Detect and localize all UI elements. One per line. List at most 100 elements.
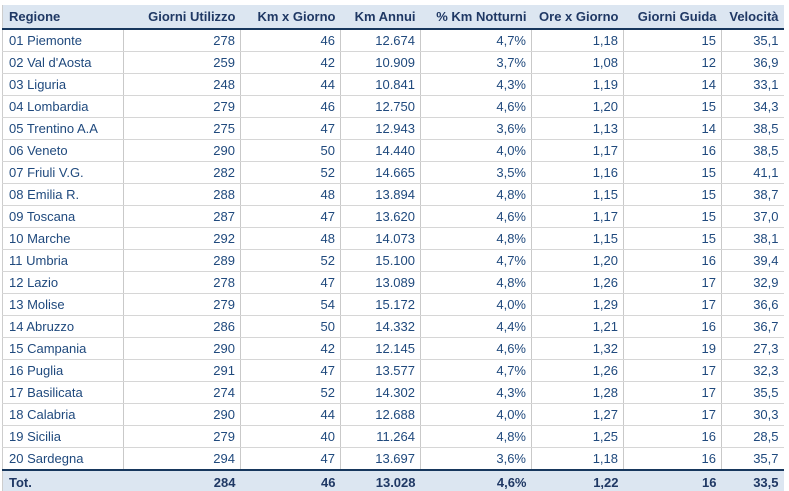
cell-velocita: 36,6: [721, 293, 784, 316]
cell-ore-x-giorno: 1,20: [531, 249, 624, 272]
cell-velocita: 35,7: [721, 447, 784, 471]
cell-regione: 04 Lombardia: [2, 95, 124, 118]
cell-regione: 11 Umbria: [2, 249, 124, 272]
cell-km-annui: 12.688: [340, 403, 421, 426]
cell-km-annui: 13.894: [340, 183, 421, 206]
cell-pct-km-notturni: 4,6%: [420, 205, 532, 228]
cell-ore-x-giorno: 1,15: [531, 227, 624, 250]
table-row: 06 Veneto 290 50 14.440 4,0% 1,17 16 38,5: [2, 139, 784, 162]
cell-velocita: 35,5: [721, 381, 784, 404]
cell-giorni-utilizzo: 259: [123, 51, 241, 74]
cell-km-annui: 14.073: [340, 227, 421, 250]
cell-regione: 17 Basilicata: [2, 381, 124, 404]
cell-giorni-guida: 15: [623, 183, 722, 206]
table-row: 13 Molise 279 54 15.172 4,0% 1,29 17 36,6: [2, 293, 784, 316]
table-row: 01 Piemonte 278 46 12.674 4,7% 1,18 15 35,1: [2, 29, 784, 52]
cell-pct-km-notturni: 3,6%: [420, 117, 532, 140]
cell-pct-km-notturni: 4,4%: [420, 315, 532, 338]
cell-ore-x-giorno: 1,19: [531, 73, 624, 96]
cell-giorni-utilizzo: 287: [123, 205, 241, 228]
cell-km-x-giorno: 47: [240, 117, 341, 140]
cell-giorni-utilizzo: 274: [123, 381, 241, 404]
cell-giorni-guida: 16: [623, 447, 722, 471]
cell-velocita: 34,3: [721, 95, 784, 118]
cell-pct-km-notturni: 4,3%: [420, 73, 532, 96]
cell-pct-km-notturni: 3,7%: [420, 51, 532, 74]
total-ore-x-giorno: 1,22: [531, 469, 624, 491]
cell-velocita: 38,5: [721, 117, 784, 140]
cell-pct-km-notturni: 3,5%: [420, 161, 532, 184]
cell-km-annui: 14.665: [340, 161, 421, 184]
cell-giorni-utilizzo: 291: [123, 359, 241, 382]
cell-ore-x-giorno: 1,20: [531, 95, 624, 118]
col-header-giorni-guida: Giorni Guida: [623, 5, 722, 30]
cell-giorni-utilizzo: 290: [123, 139, 241, 162]
cell-km-x-giorno: 47: [240, 447, 341, 471]
cell-ore-x-giorno: 1,21: [531, 315, 624, 338]
cell-pct-km-notturni: 4,8%: [420, 425, 532, 448]
cell-giorni-guida: 17: [623, 381, 722, 404]
cell-giorni-utilizzo: 290: [123, 403, 241, 426]
cell-km-annui: 14.440: [340, 139, 421, 162]
cell-giorni-utilizzo: 286: [123, 315, 241, 338]
table-row: 18 Calabria 290 44 12.688 4,0% 1,27 17 30,3: [2, 403, 784, 426]
table-row: 11 Umbria 289 52 15.100 4,7% 1,20 16 39,4: [2, 249, 784, 272]
cell-km-x-giorno: 50: [240, 315, 341, 338]
col-header-ore-x-giorno: Ore x Giorno: [531, 5, 624, 30]
cell-giorni-utilizzo: 275: [123, 117, 241, 140]
total-giorni-utilizzo: 284: [123, 469, 241, 491]
total-row: Tot. 284 46 13.028 4,6% 1,22 16 33,5: [2, 469, 784, 491]
cell-km-x-giorno: 47: [240, 205, 341, 228]
cell-giorni-guida: 16: [623, 249, 722, 272]
cell-km-annui: 10.909: [340, 51, 421, 74]
cell-regione: 05 Trentino A.A: [2, 117, 124, 140]
cell-giorni-utilizzo: 279: [123, 293, 241, 316]
cell-pct-km-notturni: 4,8%: [420, 183, 532, 206]
cell-regione: 18 Calabria: [2, 403, 124, 426]
cell-velocita: 38,5: [721, 139, 784, 162]
cell-ore-x-giorno: 1,18: [531, 447, 624, 471]
table-row: 05 Trentino A.A 275 47 12.943 3,6% 1,13 14 38,5: [2, 117, 784, 140]
cell-velocita: 41,1: [721, 161, 784, 184]
cell-pct-km-notturni: 4,0%: [420, 403, 532, 426]
cell-giorni-guida: 17: [623, 359, 722, 382]
total-pct-km-notturni: 4,6%: [420, 469, 532, 491]
cell-regione: 20 Sardegna: [2, 447, 124, 471]
cell-km-x-giorno: 48: [240, 227, 341, 250]
cell-ore-x-giorno: 1,28: [531, 381, 624, 404]
cell-pct-km-notturni: 4,3%: [420, 381, 532, 404]
cell-regione: 15 Campania: [2, 337, 124, 360]
table-row: 04 Lombardia 279 46 12.750 4,6% 1,20 15 34,3: [2, 95, 784, 118]
cell-giorni-guida: 16: [623, 315, 722, 338]
cell-km-x-giorno: 40: [240, 425, 341, 448]
col-header-km-annui: Km Annui: [340, 5, 421, 30]
table-row: 14 Abruzzo 286 50 14.332 4,4% 1,21 16 36,7: [2, 315, 784, 338]
cell-giorni-utilizzo: 278: [123, 271, 241, 294]
cell-velocita: 32,9: [721, 271, 784, 294]
cell-giorni-utilizzo: 279: [123, 95, 241, 118]
cell-ore-x-giorno: 1,18: [531, 29, 624, 52]
regional-stats-table-container: Regione Giorni Utilizzo Km x Giorno Km A…: [2, 5, 784, 491]
cell-ore-x-giorno: 1,17: [531, 139, 624, 162]
cell-regione: 08 Emilia R.: [2, 183, 124, 206]
cell-ore-x-giorno: 1,17: [531, 205, 624, 228]
cell-regione: 07 Friuli V.G.: [2, 161, 124, 184]
cell-giorni-guida: 15: [623, 95, 722, 118]
cell-km-x-giorno: 50: [240, 139, 341, 162]
col-header-km-x-giorno: Km x Giorno: [240, 5, 341, 30]
cell-giorni-utilizzo: 282: [123, 161, 241, 184]
cell-ore-x-giorno: 1,25: [531, 425, 624, 448]
cell-regione: 02 Val d'Aosta: [2, 51, 124, 74]
cell-regione: 01 Piemonte: [2, 29, 124, 52]
table-row: 20 Sardegna 294 47 13.697 3,6% 1,18 16 35,7: [2, 447, 784, 471]
cell-km-x-giorno: 46: [240, 95, 341, 118]
cell-km-annui: 14.332: [340, 315, 421, 338]
cell-ore-x-giorno: 1,16: [531, 161, 624, 184]
cell-ore-x-giorno: 1,29: [531, 293, 624, 316]
cell-pct-km-notturni: 4,6%: [420, 337, 532, 360]
cell-giorni-utilizzo: 289: [123, 249, 241, 272]
cell-km-annui: 12.674: [340, 29, 421, 52]
cell-km-x-giorno: 47: [240, 271, 341, 294]
cell-ore-x-giorno: 1,26: [531, 359, 624, 382]
cell-pct-km-notturni: 4,7%: [420, 359, 532, 382]
